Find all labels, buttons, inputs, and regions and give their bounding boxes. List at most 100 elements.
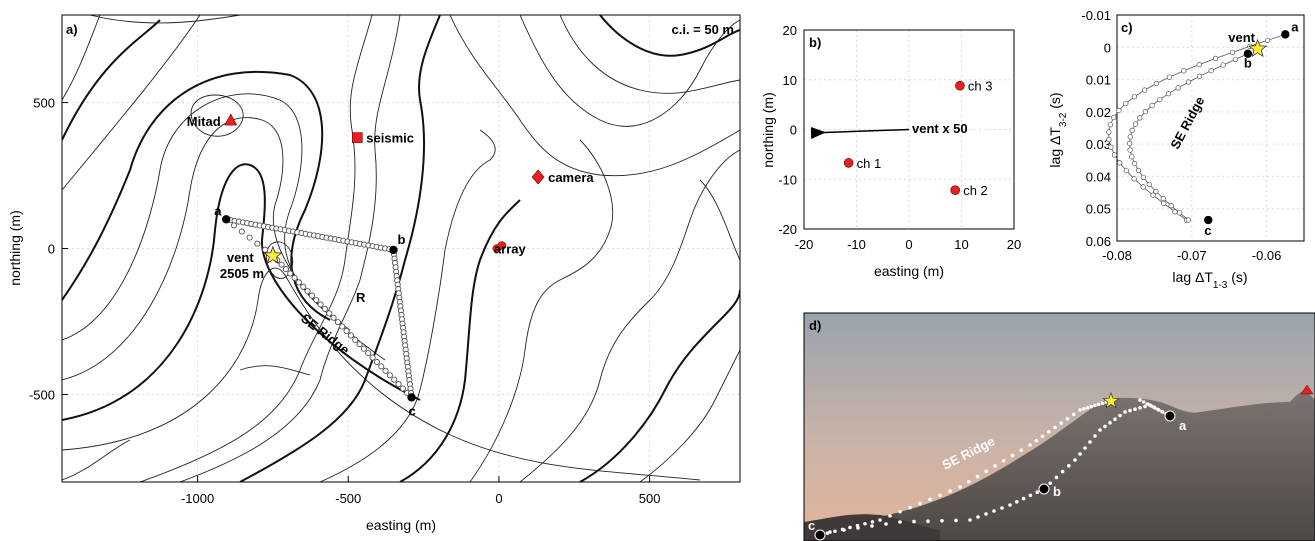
contour-interval-label: c.i. = 50 m bbox=[671, 22, 734, 37]
crater-track-dot bbox=[1138, 398, 1142, 402]
slope-track-dot bbox=[1103, 424, 1107, 429]
slope-track-dot bbox=[976, 515, 980, 519]
lag-curve-inner-dot bbox=[1196, 73, 1203, 79]
track-dot-ridge bbox=[313, 296, 320, 304]
track-dot-ridge bbox=[378, 363, 385, 370]
y-tick-label: -10 bbox=[778, 172, 797, 187]
lag-curve-outer-dot bbox=[1150, 192, 1156, 198]
track-dot-ridge bbox=[291, 274, 298, 281]
slope-track-dot bbox=[940, 519, 944, 523]
ridge-track-dot bbox=[833, 529, 837, 534]
lag-curve-inner-dot bbox=[1220, 62, 1226, 68]
panel-c-label: c) bbox=[1121, 20, 1133, 35]
slope-track-dot bbox=[1123, 410, 1127, 414]
lag-curve-inner-dot bbox=[1137, 115, 1143, 121]
slope-track-dot bbox=[1118, 413, 1122, 418]
ridge-track-dot bbox=[975, 474, 980, 479]
panel-b-label: b) bbox=[809, 35, 821, 50]
y-tick-label: 0.02 bbox=[1086, 105, 1111, 120]
vent-star-icon bbox=[1102, 392, 1120, 409]
slope-track-dot bbox=[968, 518, 972, 522]
y-tick-label: 0 bbox=[1104, 40, 1111, 55]
slope-track-dot bbox=[1048, 481, 1052, 486]
y-tick-label: -0.01 bbox=[1081, 8, 1111, 23]
lag-curve-outer-dot bbox=[1212, 55, 1219, 62]
mitad-triangle-marker bbox=[224, 113, 238, 126]
slope-track-dot bbox=[1028, 493, 1033, 498]
channel-marker bbox=[843, 158, 854, 168]
ridge-track-dot bbox=[1081, 407, 1086, 411]
slope-track-dot bbox=[828, 530, 832, 534]
x-tick-label: 20 bbox=[1007, 237, 1021, 252]
ridge-track-dot bbox=[1100, 401, 1105, 406]
ridge-track-dot bbox=[1010, 453, 1015, 458]
lag-endpoints: a b c bbox=[1204, 19, 1299, 238]
camera-diamond-marker bbox=[531, 169, 545, 185]
panel-d-label: d) bbox=[809, 318, 821, 333]
ridge-track-dot bbox=[1001, 458, 1006, 463]
slope-track-dot bbox=[1093, 434, 1097, 438]
panel-b-frame bbox=[803, 29, 1015, 230]
lag-curve-inner-dot bbox=[1175, 85, 1181, 91]
y-tick-label: 0.05 bbox=[1086, 202, 1111, 217]
lag-endpoint-a bbox=[1281, 30, 1290, 39]
ridge-track-dot bbox=[1096, 402, 1101, 407]
track-point-b bbox=[389, 245, 398, 255]
camera-label: camera bbox=[548, 170, 594, 185]
lag-curve-outer-dot bbox=[1111, 114, 1117, 121]
slope-track-dot bbox=[1133, 407, 1137, 412]
panel-a-xlabel: easting (m) bbox=[366, 517, 436, 533]
vent-star-icon bbox=[1248, 38, 1268, 58]
x-tick-label: -1000 bbox=[181, 491, 214, 506]
ridge-track-dot bbox=[918, 501, 922, 506]
slope-track-dot bbox=[984, 512, 988, 516]
slope-track-dot bbox=[1088, 440, 1092, 444]
lag-curve-inner-dot bbox=[1168, 203, 1174, 209]
channel-marker bbox=[950, 185, 961, 195]
vent-direction-arrow bbox=[810, 126, 910, 139]
slope-track-dot bbox=[842, 528, 846, 532]
ridge-track-dot bbox=[1065, 416, 1070, 421]
ridge-track-dot bbox=[928, 497, 932, 502]
panel-b-sensor-layout: -20 -10 0 10 20 20 10 0 -10 -20 b) easting (m) no… bbox=[760, 23, 1021, 279]
lag-curve-inner-dot bbox=[1142, 109, 1149, 115]
track-dot-ridge bbox=[356, 341, 363, 348]
slope-track-dot bbox=[1138, 406, 1142, 410]
lag-curve-outer-dot bbox=[1166, 74, 1173, 80]
channel-label: ch 2 bbox=[963, 183, 988, 198]
photo-label-c: c bbox=[808, 518, 815, 533]
lag-label-a: a bbox=[1291, 19, 1299, 34]
vent-star-icon bbox=[263, 245, 283, 265]
slope-track-dot bbox=[1000, 506, 1004, 510]
lag-curve-inner-line bbox=[1129, 53, 1249, 221]
slope-track-dot bbox=[1098, 428, 1102, 432]
lag-curve-inner-dot bbox=[1131, 160, 1138, 167]
lag-curve-outer-dot bbox=[1106, 129, 1112, 135]
x-tick-label: -0.07 bbox=[1177, 248, 1207, 263]
ridge-track-dot bbox=[1034, 438, 1039, 443]
lag-curve-inner-dot bbox=[1129, 127, 1135, 134]
photo-point-a bbox=[1164, 410, 1176, 422]
slope-track-dot bbox=[1083, 446, 1087, 450]
track-dot-ridge bbox=[300, 283, 307, 290]
ridge-track-dot bbox=[958, 485, 962, 489]
track-dot-ridge bbox=[391, 376, 398, 383]
y-tick-label: 0.03 bbox=[1086, 137, 1111, 152]
vent-elevation-label: 2505 m bbox=[220, 266, 264, 281]
track-dot-ridge bbox=[330, 314, 337, 321]
y-tick-label: 500 bbox=[33, 96, 55, 111]
y-tick-label: 10 bbox=[783, 73, 797, 88]
track-dot-ridge bbox=[360, 345, 367, 352]
crater-track-dot bbox=[1160, 410, 1165, 414]
slope-track-dot bbox=[1060, 469, 1065, 474]
panel-c-frame bbox=[1116, 14, 1305, 242]
track-dot-ridge bbox=[282, 266, 289, 273]
ridge-track-dot bbox=[1071, 412, 1076, 417]
photo-volcano-silhouette bbox=[804, 390, 1315, 541]
x-tick-label: 10 bbox=[954, 237, 968, 252]
channel-label: ch 3 bbox=[968, 79, 993, 94]
array-circle-marker bbox=[497, 241, 507, 250]
track-dot-ridge bbox=[321, 305, 328, 312]
panel-c-ylabel: lag ΔT3-2 (s) bbox=[1047, 92, 1069, 167]
x-tick-label: -0.08 bbox=[1102, 248, 1132, 263]
